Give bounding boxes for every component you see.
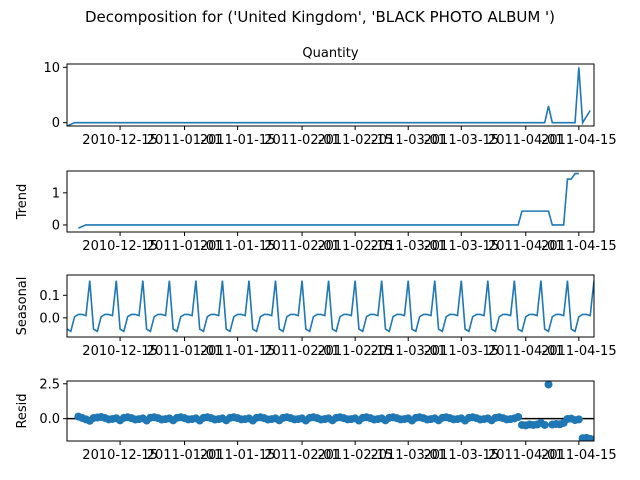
x-tick-label: 2011-03-15 (424, 133, 500, 148)
x-tick-label: 2011-01-15 (200, 344, 276, 359)
x-tick-label: 2011-03-15 (424, 239, 500, 254)
plot-area (67, 381, 594, 441)
series-line (67, 67, 591, 126)
x-tick-label: 2011-01-01 (147, 448, 223, 463)
axes-frame (66, 170, 595, 233)
x-tick-label: 2011-01-15 (200, 133, 276, 148)
y-tick-label: 0 (52, 116, 60, 131)
y-tick-label: 0.0 (39, 412, 60, 427)
x-tick-label: 2011-02-01 (264, 344, 340, 359)
x-tick-label: 2011-04-15 (541, 344, 617, 359)
x-tick-label: 2011-04-01 (488, 239, 564, 254)
x-tick-label: 2011-04-15 (541, 448, 617, 463)
panel-title: Quantity (302, 46, 358, 61)
x-tick-label: 2011-04-15 (541, 239, 617, 254)
seasonal-line (67, 280, 594, 333)
panel-4: 0.02.52010-12-152011-01-012011-01-152011… (15, 377, 617, 463)
y-axis-label: Seasonal (15, 277, 30, 336)
y-tick-label: 0.0 (39, 311, 60, 326)
x-tick-label: 2011-04-01 (488, 344, 564, 359)
figure-title: Decomposition for ('United Kingdom', 'BL… (85, 8, 555, 26)
panel-2: 012010-12-152011-01-012011-01-152011-02-… (15, 170, 617, 254)
x-tick-label: 2011-03-01 (370, 133, 446, 148)
x-tick-label: 2011-01-15 (200, 448, 276, 463)
x-tick-label: 2011-01-01 (147, 133, 223, 148)
x-tick-label: 2011-04-01 (488, 448, 564, 463)
x-tick-label: 2011-02-01 (264, 239, 340, 254)
series-line (78, 172, 579, 229)
x-tick-label: 2011-03-01 (370, 239, 446, 254)
resid-point (544, 381, 553, 389)
x-tick-label: 2011-02-15 (317, 239, 393, 254)
panel-1: 0102010-12-152011-01-012011-01-152011-02… (43, 46, 616, 148)
y-tick-label: 2.5 (39, 377, 60, 392)
plot-area (78, 172, 579, 229)
x-tick-label: 2011-04-15 (541, 133, 617, 148)
x-tick-label: 2011-03-15 (424, 448, 500, 463)
x-tick-label: 2011-04-01 (488, 133, 564, 148)
resid-point (514, 413, 523, 421)
x-tick-label: 2010-12-15 (82, 344, 158, 359)
y-tick-label: 1 (52, 186, 60, 201)
plot-area (67, 67, 591, 126)
panel-3: 0.00.12010-12-152011-01-012011-01-152011… (15, 274, 617, 359)
y-tick-label: 0.1 (39, 289, 60, 304)
panels: 0102010-12-152011-01-012011-01-152011-02… (15, 46, 617, 463)
x-tick-label: 2011-03-15 (424, 344, 500, 359)
y-tick-label: 0 (52, 218, 60, 233)
y-axis-label: Resid (15, 393, 30, 428)
x-tick-label: 2010-12-15 (82, 239, 158, 254)
plot-area (67, 280, 594, 333)
x-tick-label: 2011-02-15 (317, 344, 393, 359)
resid-point (574, 415, 583, 424)
y-axis-label: Trend (15, 184, 30, 221)
y-tick-label: 10 (43, 61, 60, 76)
x-tick-label: 2011-02-15 (317, 133, 393, 148)
x-tick-label: 2011-02-01 (264, 448, 340, 463)
x-tick-label: 2011-01-15 (200, 239, 276, 254)
x-tick-label: 2011-01-01 (147, 344, 223, 359)
x-tick-label: 2011-03-01 (370, 448, 446, 463)
x-tick-label: 2010-12-15 (82, 133, 158, 148)
axes-frame (66, 274, 595, 338)
x-tick-label: 2010-12-15 (82, 448, 158, 463)
x-tick-label: 2011-03-01 (370, 344, 446, 359)
axes-frame (66, 63, 595, 127)
axes-frame (66, 380, 595, 442)
x-tick-label: 2011-02-01 (264, 133, 340, 148)
x-tick-label: 2011-01-01 (147, 239, 223, 254)
x-tick-label: 2011-02-15 (317, 448, 393, 463)
resid-point (540, 420, 549, 429)
resid-point (590, 435, 594, 441)
